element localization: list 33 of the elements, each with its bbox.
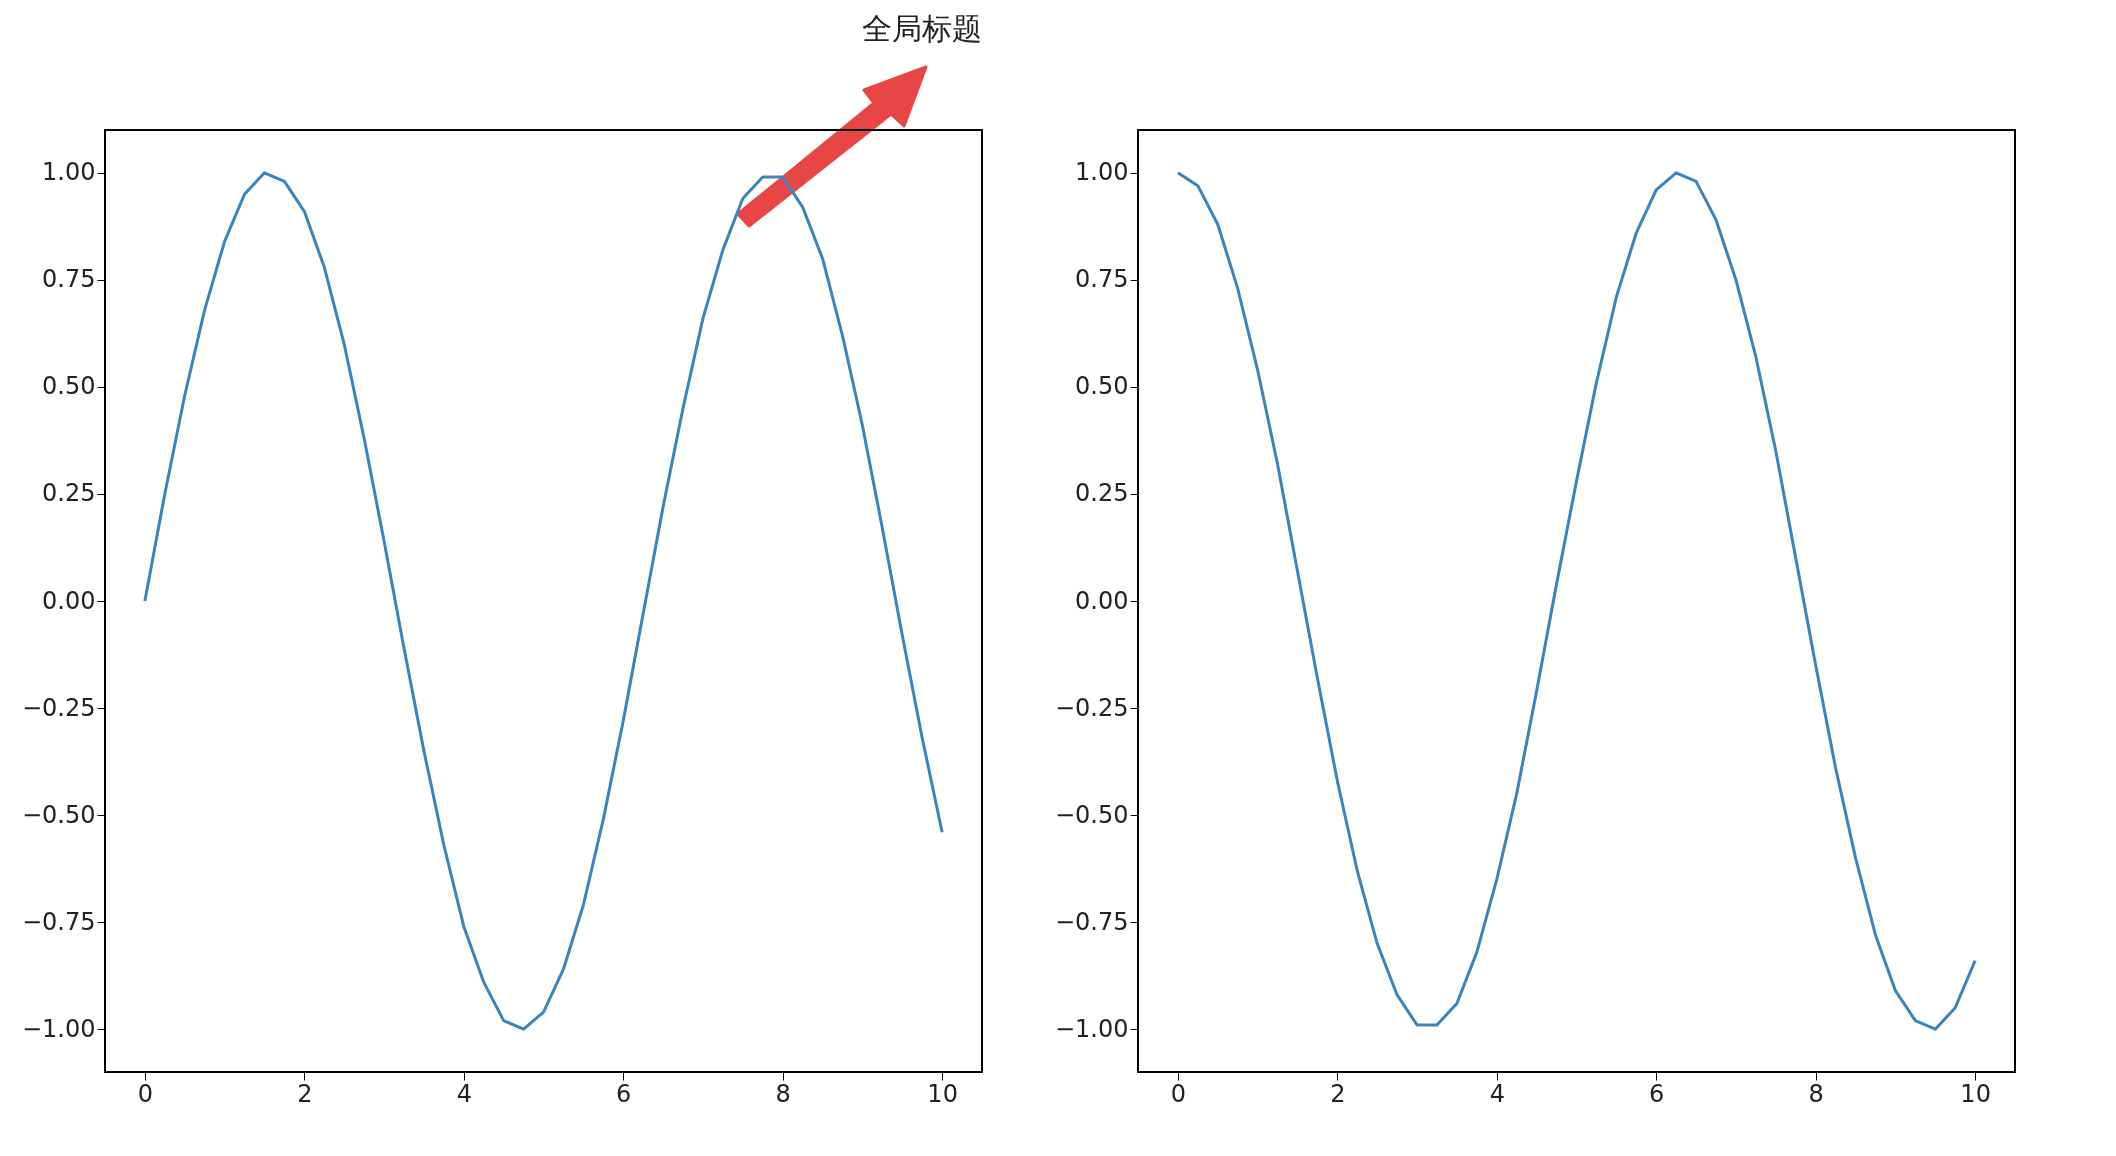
y-tick-label: −0.50 — [21, 800, 96, 829]
y-tick-label: 0.75 — [1075, 265, 1129, 294]
y-tick-label: −0.75 — [21, 907, 96, 936]
y-tick-label: 0.50 — [1075, 372, 1129, 401]
y-tick-label: −0.25 — [21, 693, 96, 722]
x-tick-label: 6 — [616, 1079, 632, 1108]
line-series — [1176, 171, 1977, 1031]
x-tick-label: 4 — [456, 1079, 472, 1108]
y-tick-label: −1.00 — [21, 1014, 96, 1043]
x-tick-label: 4 — [1489, 1079, 1505, 1108]
y-tick-label: −0.50 — [1054, 800, 1129, 829]
x-tick-label: 8 — [1808, 1079, 1824, 1108]
y-tick-label: −0.75 — [1054, 907, 1129, 936]
x-tick-label: 2 — [1330, 1079, 1346, 1108]
y-tick-label: 0.00 — [42, 586, 96, 615]
x-tick-label: 2 — [297, 1079, 313, 1108]
chart-title: 全局标题 — [862, 11, 982, 46]
y-tick-label: 0.00 — [1075, 586, 1129, 615]
y-tick-label: −1.00 — [1054, 1014, 1129, 1043]
y-tick-label: 1.00 — [42, 158, 96, 187]
x-tick-label: 8 — [775, 1079, 791, 1108]
x-tick-label: 10 — [927, 1079, 958, 1108]
x-tick-label: 10 — [1960, 1079, 1991, 1108]
y-tick-label: 0.25 — [1075, 479, 1129, 508]
y-tick-label: 1.00 — [1075, 158, 1129, 187]
x-tick-label: 0 — [1170, 1079, 1186, 1108]
y-tick-label: 0.25 — [42, 479, 96, 508]
x-tick-label: 6 — [1649, 1079, 1665, 1108]
y-tick-label: −0.25 — [1054, 693, 1129, 722]
x-tick-label: 0 — [137, 1079, 153, 1108]
y-tick-label: 0.75 — [42, 265, 96, 294]
y-tick-label: 0.50 — [42, 372, 96, 401]
line-series — [143, 171, 944, 1031]
